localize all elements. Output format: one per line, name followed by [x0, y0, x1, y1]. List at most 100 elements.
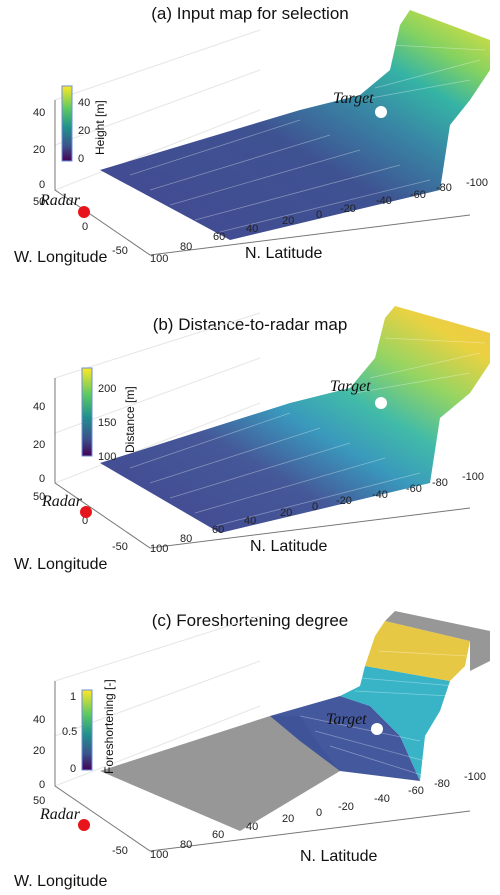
lat-tick: -100: [466, 177, 488, 189]
y-axis-label: N. Latitude: [245, 245, 322, 262]
radar-label: Radar: [39, 192, 81, 209]
panel-a: (a) Input map for selection 40 20 0: [0, 0, 500, 298]
target-marker: [371, 723, 383, 735]
lat-tick: 80: [180, 241, 192, 253]
speckle: [129, 337, 486, 527]
z-tick: 20: [33, 439, 45, 451]
z-tick: 0: [39, 779, 45, 791]
target-marker: [375, 106, 387, 118]
lat-tick: 0: [312, 501, 318, 513]
colorbar: [81, 689, 93, 771]
z-tick: 0: [39, 473, 45, 485]
colorbar: [81, 367, 93, 457]
colorbar-tick: 40: [78, 97, 90, 109]
band-low: [270, 696, 420, 781]
target-marker: [375, 397, 387, 409]
lat-tick: -20: [340, 203, 356, 215]
lat-tick: 40: [246, 821, 258, 833]
target-label: Target: [326, 711, 367, 728]
band-mid: [340, 666, 450, 781]
lat-tick: -80: [436, 182, 452, 194]
band-high: [365, 621, 470, 681]
lat-tick: 100: [150, 849, 168, 861]
grid-box: [54, 29, 471, 256]
colorbar-tick: 0: [70, 763, 76, 775]
colorbar-label: Foreshortening [-]: [102, 679, 116, 774]
lat-tick: 80: [180, 533, 192, 545]
lon-tick: 50: [33, 491, 45, 503]
plot-c: 1 0.5 0 Foreshortening [-] 40 20 0 50 0 …: [14, 611, 490, 890]
colorbar: [61, 85, 73, 162]
lon-tick: 0: [82, 221, 88, 233]
lat-tick: 80: [180, 839, 192, 851]
speckle: [299, 650, 469, 777]
lat-tick: -80: [432, 477, 448, 489]
lat-tick: -40: [372, 489, 388, 501]
lat-tick: -40: [374, 793, 390, 805]
lat-tick: 20: [282, 813, 294, 825]
z-tick: 40: [33, 401, 45, 413]
lat-tick: 0: [316, 209, 322, 221]
lat-tick: 100: [150, 543, 168, 555]
lat-tick: 60: [212, 829, 224, 841]
colorbar-tick: 150: [98, 417, 116, 429]
colorbar-label: Distance [m]: [123, 386, 137, 453]
lon-tick: -50: [112, 845, 128, 857]
radar-label: Radar: [41, 493, 83, 510]
colorbar-tick: 200: [98, 383, 116, 395]
panel-title: (c) Foreshortening degree: [151, 611, 349, 630]
lon-tick: 50: [33, 196, 45, 208]
radar-marker: [80, 506, 92, 518]
grid-box: [54, 312, 471, 549]
x-axis-label: W. Longitude: [14, 873, 108, 890]
lat-tick: -60: [406, 483, 422, 495]
lat-tick: -40: [376, 195, 392, 207]
lat-tick: -20: [338, 801, 354, 813]
speckle: [129, 44, 486, 233]
radar-marker: [78, 206, 90, 218]
y-axis-label: N. Latitude: [250, 538, 327, 555]
lon-tick: 50: [33, 795, 45, 807]
plot-a: 40 20 0 Height [m] 40 20 0 50 0 -50 100 …: [14, 10, 490, 266]
x-axis-label: W. Longitude: [14, 249, 108, 266]
masked-region-top: [385, 611, 490, 671]
target-label: Target: [333, 90, 374, 107]
point-cloud-surface: [100, 306, 490, 533]
lat-tick: -80: [434, 778, 450, 790]
lat-tick: -100: [462, 471, 484, 483]
lat-tick: 20: [280, 507, 292, 519]
colorbar-tick: 20: [78, 125, 90, 137]
lon-tick: 0: [82, 515, 88, 527]
z-tick: 40: [33, 714, 45, 726]
lat-tick: 40: [244, 515, 256, 527]
lat-tick: -100: [464, 771, 486, 783]
colorbar-tick: 0.5: [62, 726, 77, 738]
radar-label: Radar: [39, 806, 81, 823]
masked-region: [100, 716, 340, 831]
lat-tick: -20: [336, 495, 352, 507]
colorbar-tick: 0: [78, 153, 84, 165]
lat-tick: 100: [150, 253, 168, 265]
grid-box: [54, 615, 471, 852]
lat-tick: 0: [316, 807, 322, 819]
panel-title: (b) Distance-to-radar map: [152, 315, 348, 334]
z-tick: 20: [33, 745, 45, 757]
lat-tick: 20: [282, 215, 294, 227]
panel-c: (c) Foreshortening degree 1 0.5 0 Foresh…: [0, 596, 500, 895]
lat-tick: 40: [246, 223, 258, 235]
plot-b: 200 150 100 Distance [m] 40 20 0 50 0 -5…: [14, 306, 490, 573]
panel-b: (b) Distance-to-radar map 200 150 100 Di…: [0, 298, 500, 596]
lon-tick: -50: [112, 245, 128, 257]
z-tick: 40: [33, 107, 45, 119]
y-axis-label: N. Latitude: [300, 848, 377, 865]
lon-tick: -50: [112, 541, 128, 553]
radar-marker: [78, 819, 90, 831]
lat-tick: 60: [212, 524, 224, 536]
colorbar-tick: 100: [98, 451, 116, 463]
lat-tick: -60: [408, 785, 424, 797]
panel-title: (a) Input map for selection: [151, 4, 349, 23]
lat-tick: -60: [410, 189, 426, 201]
x-axis-label: W. Longitude: [14, 556, 108, 573]
lat-tick: 60: [213, 231, 225, 243]
z-tick: 20: [33, 144, 45, 156]
